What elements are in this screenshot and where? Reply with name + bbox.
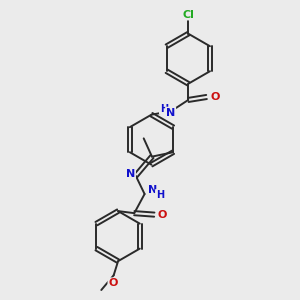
Text: N: N xyxy=(148,185,158,196)
Text: O: O xyxy=(210,92,220,102)
Text: N: N xyxy=(166,108,175,118)
Text: Cl: Cl xyxy=(182,10,194,20)
Text: O: O xyxy=(108,278,118,288)
Text: O: O xyxy=(158,210,167,220)
Text: H: H xyxy=(156,190,164,200)
Text: N: N xyxy=(126,169,135,179)
Text: H: H xyxy=(160,104,168,114)
